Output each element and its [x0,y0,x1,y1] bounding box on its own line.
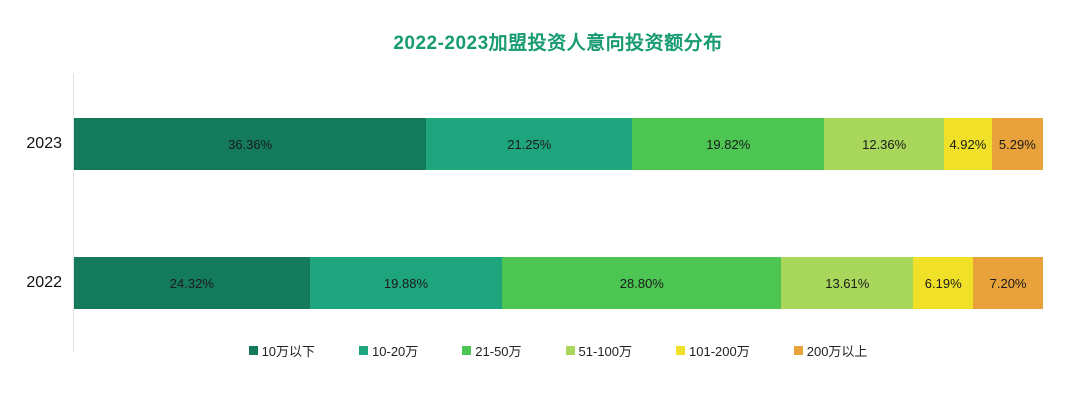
bar-segment[interactable]: 19.88% [309,257,503,309]
legend-item[interactable]: 200万以上 [793,341,868,360]
bar-segment[interactable]: 21.25% [426,118,633,170]
legend-item[interactable]: 51-100万 [565,341,633,360]
segment-value-label: 12.36% [862,136,907,152]
bar-segment[interactable]: 7.20% [973,257,1043,309]
segment-value-label: 24.32% [169,275,214,291]
y-axis-line [73,73,74,352]
legend-swatch-icon [359,345,369,355]
legend-label: 51-100万 [578,343,633,359]
bar-segment[interactable]: 36.36% [74,118,427,170]
bar-segment[interactable]: 24.32% [74,257,310,309]
legend-label: 10万以下 [261,343,316,359]
stacked-bar-2023: 36.36% 21.25% 19.82% 12.36% 4.92% 5.29% [74,118,1043,170]
legend-label: 200万以上 [806,343,868,359]
chart-row-2022: 2022 24.32% 19.88% 28.80% 13.61% 6.19% 7.20% [0,257,1080,309]
segment-value-label: 7.20% [989,275,1027,291]
legend-label: 101-200万 [689,343,750,359]
segment-value-label: 13.61% [825,275,870,291]
segment-value-label: 36.36% [228,136,273,152]
legend-swatch-icon [565,345,575,355]
legend: 10万以下 10-20万 21-50万 51-100万 101-200万 200万以上 [73,341,1043,360]
legend-item[interactable]: 21-50万 [462,341,522,360]
segment-value-label: 21.25% [507,136,552,152]
axis-tick-label-2022: 2022 [26,274,62,291]
segment-value-label: 19.88% [383,275,429,291]
chart-row-2023: 2023 36.36% 21.25% 19.82% 12.36% 4.92% 5.29% [0,118,1080,170]
bar-segment[interactable]: 19.82% [632,118,825,170]
bar-segment[interactable]: 6.19% [913,257,974,309]
bar-segment[interactable]: 4.92% [944,118,992,170]
bar-segment[interactable]: 12.36% [824,118,945,170]
bar-segment[interactable]: 13.61% [781,257,914,309]
segment-value-label: 6.19% [924,275,962,291]
axis-tick-label-2023: 2023 [26,135,62,152]
legend-swatch-icon [676,345,686,355]
chart-title: 2022-2023加盟投资人意向投资额分布 [393,33,723,54]
stacked-bar-2022: 24.32% 19.88% 28.80% 13.61% 6.19% 7.20% [74,257,1043,309]
segment-value-label: 4.92% [949,136,987,152]
bar-segment[interactable]: 28.80% [502,257,782,309]
segment-value-label: 19.82% [706,136,751,152]
legend-item[interactable]: 101-200万 [676,341,750,360]
bar-segment[interactable]: 5.29% [991,118,1043,170]
legend-label: 10-20万 [372,343,419,359]
legend-swatch-icon [793,345,803,355]
segment-value-label: 28.80% [619,275,664,291]
legend-item[interactable]: 10-20万 [359,341,418,360]
segment-value-label: 5.29% [998,136,1036,152]
legend-swatch-icon [248,345,258,355]
legend-item[interactable]: 10万以下 [248,341,316,360]
legend-label: 21-50万 [475,343,522,359]
legend-swatch-icon [462,345,472,355]
